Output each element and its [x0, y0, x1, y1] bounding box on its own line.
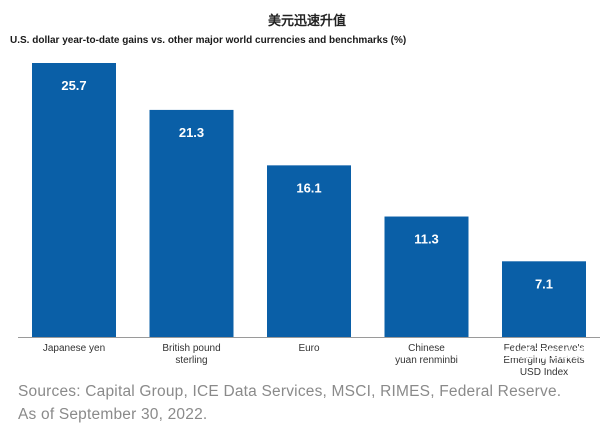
bar-value-label-0: 25.7 [61, 78, 86, 93]
bar-1 [149, 109, 234, 337]
bar-value-label-1: 21.3 [179, 125, 204, 140]
chart-subtitle: U.S. dollar year-to-date gains vs. other… [10, 35, 407, 46]
category-label-4-line-0: Federal Reserve's [504, 343, 585, 354]
bar-0 [32, 63, 116, 337]
bar-3 [384, 216, 469, 337]
source-line-1: Sources: Capital Group, ICE Data Service… [18, 383, 562, 400]
bar-chart: 25.7 21.3 16.1 11.3 7.1 Japanese yen British … [18, 63, 600, 378]
bar-value-label-2: 16.1 [296, 180, 321, 195]
source-note: Sources: Capital Group, ICE Data Service… [18, 380, 608, 426]
category-label-3-line-0: Chinese [408, 343, 445, 354]
category-label-2-line-0: Euro [298, 343, 320, 354]
category-label-4-line-1: Emerging Markets [503, 355, 584, 366]
chart-title: 美元迅速升值 [267, 14, 346, 29]
bar-2 [267, 165, 351, 337]
category-label-3-line-1: yuan renminbi [395, 355, 458, 366]
watermark-text: 他山之石加投资 [495, 346, 586, 362]
watermark: 他山之石加投资 [469, 343, 586, 362]
category-label-1-line-1: sterling [175, 355, 207, 366]
bar-value-label-4: 7.1 [535, 276, 553, 291]
category-label-1-line-0: British pound [162, 343, 220, 354]
bar-value-label-3: 11.3 [414, 232, 439, 247]
category-label-4-line-2: USD Index [520, 367, 568, 378]
wechat-icon [469, 343, 493, 361]
category-label-0-line-0: Japanese yen [43, 343, 105, 354]
bar-4 [502, 261, 586, 337]
source-line-2: As of September 30, 2022. [18, 406, 208, 423]
bars-layer: 25.7 21.3 16.1 11.3 7.1 [32, 63, 586, 337]
